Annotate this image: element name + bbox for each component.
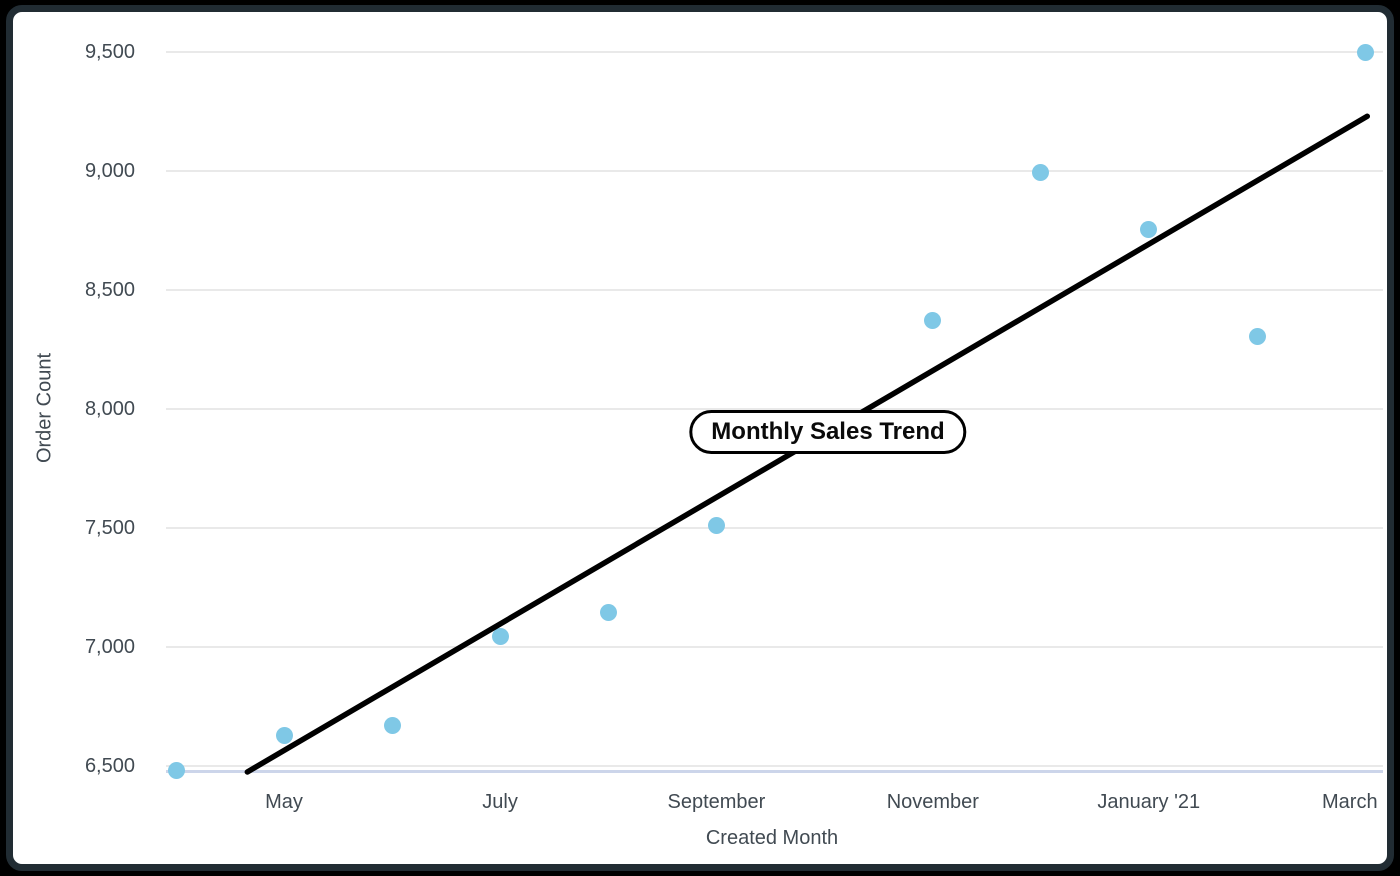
data-point[interactable] <box>1356 43 1374 61</box>
x-tick-label: January '21 <box>1097 791 1201 813</box>
x-axis-line <box>166 770 1383 773</box>
y-tick-label: 9,000 <box>84 160 135 182</box>
x-axis-title: Created Month <box>705 827 839 849</box>
x-tick-label: November <box>886 791 979 813</box>
y-tick-label: 6,500 <box>84 755 135 777</box>
y-gridline <box>166 170 1383 172</box>
y-gridline <box>166 765 1383 767</box>
y-gridline <box>166 646 1383 648</box>
data-point[interactable] <box>275 726 293 744</box>
y-gridline <box>166 527 1383 529</box>
y-tick-label: 8,500 <box>84 279 135 301</box>
y-gridline <box>166 289 1383 291</box>
y-tick-label: 7,500 <box>84 517 135 539</box>
y-axis-title: Order Count <box>33 352 56 464</box>
y-gridline <box>166 51 1383 53</box>
y-tick-label: 8,000 <box>84 398 135 420</box>
chart-title-pill: Monthly Sales Trend <box>689 410 967 454</box>
data-point[interactable] <box>1248 327 1266 345</box>
x-tick-label: March <box>1322 791 1378 813</box>
x-tick-label: May <box>265 791 303 813</box>
data-point[interactable] <box>383 717 401 735</box>
data-point[interactable] <box>708 517 725 535</box>
data-point[interactable] <box>599 603 617 621</box>
x-tick-label: September <box>667 791 766 813</box>
data-point[interactable] <box>1032 163 1050 181</box>
data-point[interactable] <box>167 762 185 780</box>
y-tick-label: 9,500 <box>84 41 135 63</box>
x-tick-label: July <box>482 791 518 813</box>
y-tick-label: 7,000 <box>84 636 135 658</box>
data-point[interactable] <box>491 627 509 645</box>
